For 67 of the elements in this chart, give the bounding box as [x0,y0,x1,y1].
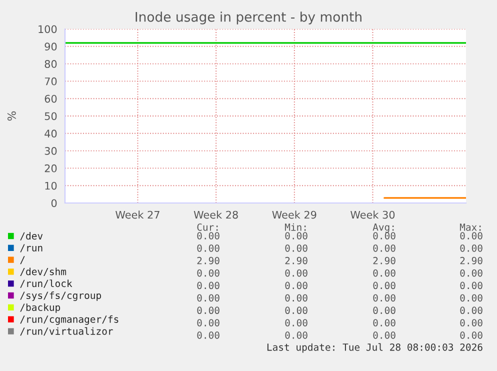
text: 0.00 [285,269,308,277]
chart-title: Inode usage in percent - by month [136,12,362,24]
text: 0.00 [460,232,482,240]
y-axis-title: % [7,111,16,121]
text: 0.00 [285,232,308,240]
text: 0.00 [460,269,482,277]
text: 0.00 [460,244,482,252]
text: 0.00 [373,244,396,252]
y-tick-label: 30 [44,147,57,155]
y-tick-label: 60 [44,94,57,103]
text: Min: [284,223,306,231]
text: 0.00 [197,319,220,326]
y-tick-label: 50 [44,112,57,120]
text: 0.00 [373,282,396,290]
legend-label: / [20,256,25,264]
text: 0.00 [197,232,220,240]
y-tick-label: 100 [38,25,57,34]
text: 0.00 [373,306,396,314]
text: 0.00 [460,306,482,314]
text: 2.90 [373,256,396,264]
text: 0.00 [197,306,220,314]
text: 0.00 [373,269,396,277]
text: 2.90 [460,256,482,264]
text: 0.00 [285,306,308,314]
x-tick-label: Week 29 [272,210,316,219]
text: 0.00 [285,332,308,339]
text: 0.00 [285,244,308,252]
legend-label: /run/lock [20,280,72,288]
legend-label: /run [20,244,42,252]
legend-label: /run/virtualizor [20,327,113,336]
x-tick-label: Week 30 [350,210,395,219]
legend-label: /dev [20,232,43,240]
text: 0.00 [460,319,482,326]
text: 0.00 [373,319,396,326]
text: Last update: Tue Jul 28 08:00:03 2026 [267,343,482,353]
y-tick-label: 10 [45,182,57,190]
text: 0.00 [460,282,482,290]
legend-label: /run/cgmanager/fs [20,315,118,325]
text: 0.00 [285,294,308,302]
y-tick-label: 90 [44,42,57,51]
legend-label: /dev/shm [20,268,66,276]
x-tick-label: Week 27 [116,210,160,219]
text: Cur: [197,223,218,231]
text: 0.00 [285,282,308,290]
y-tick-label: 40 [44,130,57,138]
text: 0.00 [373,232,396,240]
text: 0.00 [197,332,220,339]
y-tick-label: 80 [44,60,57,68]
text: 0.00 [460,294,482,302]
legend-label: /backup [20,303,60,313]
y-tick-label: 70 [44,77,57,86]
text: 0.00 [197,282,220,290]
y-tick-label: 0 [51,199,57,208]
text: 0.00 [197,294,220,302]
text: 2.90 [285,256,308,264]
text: 0.00 [460,332,482,339]
text: 0.00 [373,294,396,302]
text: 0.00 [285,319,308,326]
text: Max: [460,224,481,231]
text: 0.00 [373,332,396,339]
x-tick-label: Week 28 [194,210,238,219]
text: 0.00 [197,269,220,277]
text: 0.00 [197,244,220,252]
y-tick-label: 20 [44,164,57,172]
text: Avg: [372,224,394,233]
text: 2.90 [197,256,220,264]
legend-label: /sys/fs/cgroup [20,292,102,301]
